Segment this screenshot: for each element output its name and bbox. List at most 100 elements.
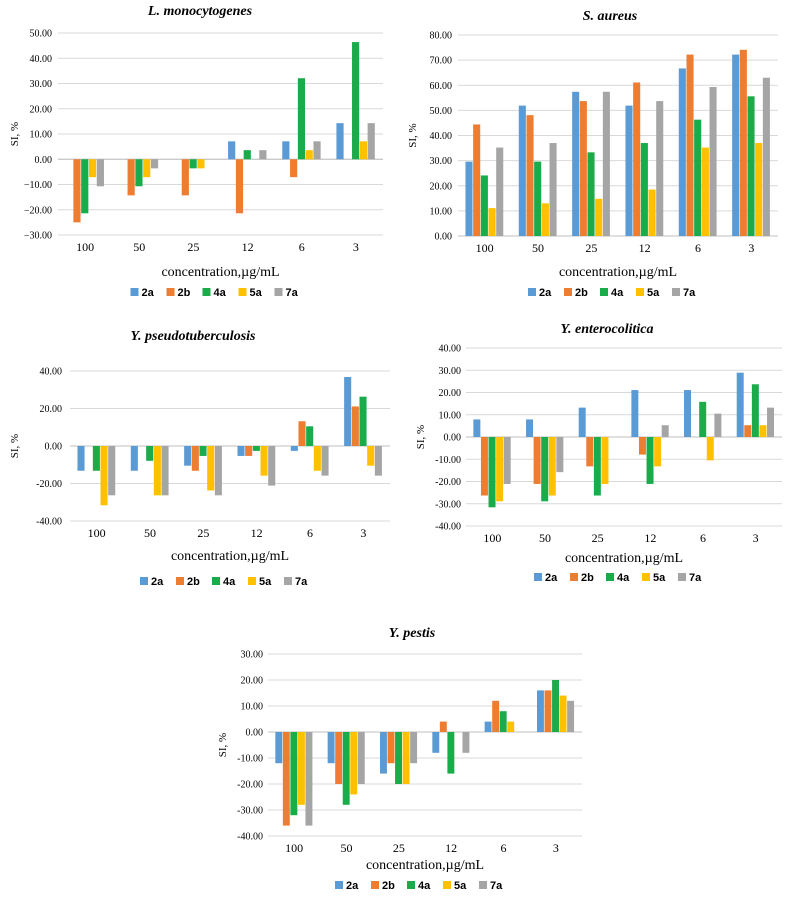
- y-tick-label: 20.00: [241, 676, 264, 687]
- chart-panel-1: L. monocytogenes −30.00 −20.00 −10.00 0.00 10…: [9, 4, 383, 299]
- y-axis-label: SI, %: [415, 425, 427, 449]
- bar-5a-25: [197, 159, 205, 169]
- bar-4a-12: [243, 150, 251, 160]
- bar-2a-6: [484, 721, 492, 732]
- bar-2b-12: [245, 446, 253, 456]
- bar-4a-3: [359, 396, 367, 446]
- bar-2a-25: [572, 91, 580, 236]
- y-tick-label: 30.00: [430, 156, 453, 167]
- bar-5a-50: [548, 437, 556, 496]
- chart-panel-3: Y. pseudotuberculosis -40.00 -20.00 0.00 20.…: [9, 329, 390, 588]
- y-tick-label: 0.00: [435, 232, 453, 243]
- legend-swatch-2b: [570, 573, 578, 581]
- chart-panel-2: S. aureus 0.00 10.00 20.00 30.00 40.00 50.00 60…: [407, 9, 778, 299]
- bar-4a-6: [699, 401, 707, 437]
- bar-2a-6: [684, 390, 692, 437]
- legend-swatch-5a: [642, 573, 650, 581]
- bar-2b-100: [73, 159, 81, 223]
- chart-panel-5: Y. pestis -40.00 -30.00 -20.00 -10.00 0.00 10.…: [217, 626, 582, 892]
- bar-7a-50: [161, 446, 169, 496]
- y-tick-label: -10.00: [237, 754, 263, 765]
- bar-2a-6: [282, 141, 290, 160]
- bar-2a-3: [536, 690, 544, 732]
- y-tick-label: 40.00: [439, 344, 462, 355]
- legend-label-2b: 2b: [575, 287, 588, 299]
- bar-2a-25: [578, 407, 586, 437]
- bar-7a-12: [661, 425, 669, 437]
- legend-swatch-5a: [443, 881, 451, 889]
- y-tick-label: 10.00: [439, 410, 462, 421]
- legend-label-2b: 2b: [581, 572, 594, 584]
- x-axis-label: concentration,µg/mL: [171, 549, 289, 564]
- bar-4a-3: [747, 96, 755, 236]
- bar-4a-50: [342, 732, 350, 805]
- bar-2a-100: [275, 732, 283, 764]
- bar-2b-50: [335, 732, 343, 784]
- y-tick-label: 50.00: [430, 106, 453, 117]
- x-tick-label: 50: [341, 841, 353, 855]
- x-tick-label: 6: [307, 526, 313, 540]
- chart-title: Y. enterocolitica: [560, 322, 653, 337]
- bar-5a-6: [706, 437, 714, 461]
- bar-7a-6: [313, 141, 321, 160]
- bar-5a-100: [88, 159, 97, 178]
- legend-swatch-7a: [672, 288, 680, 296]
- bar-7a-12: [268, 446, 276, 486]
- x-tick-label: 6: [695, 241, 701, 255]
- chart-title: S. aureus: [583, 9, 638, 24]
- bar-7a-100: [96, 159, 104, 187]
- y-tick-label: 0.00: [45, 442, 63, 453]
- bar-5a-100: [488, 208, 496, 236]
- legend-label-2b: 2b: [178, 287, 191, 299]
- bar-2a-3: [736, 372, 744, 437]
- y-axis-label: SI, %: [407, 123, 419, 147]
- bar-7a-3: [767, 407, 775, 437]
- x-tick-label: 50: [539, 531, 551, 545]
- legend-label-7a: 7a: [286, 287, 299, 299]
- y-axis-label: SI, %: [9, 122, 21, 146]
- y-tick-label: 30.00: [439, 366, 462, 377]
- bar-7a-50: [357, 732, 365, 784]
- bar-4a-6: [694, 119, 702, 236]
- legend-swatch-4a: [202, 288, 211, 296]
- x-tick-label: 6: [700, 531, 706, 545]
- bar-4a-25: [593, 437, 601, 496]
- bar-4a-100: [92, 446, 100, 471]
- legend-label-4a: 4a: [223, 576, 236, 588]
- y-tick-label: 0.00: [35, 155, 53, 166]
- legend-swatch-4a: [407, 881, 415, 889]
- bar-2b-6: [290, 159, 298, 178]
- legend-label-7a: 7a: [683, 287, 696, 299]
- bar-5a-25: [595, 198, 603, 236]
- x-tick-label: 50: [532, 241, 544, 255]
- bar-7a-100: [108, 446, 116, 496]
- x-tick-label: 25: [187, 240, 199, 254]
- bar-5a-12: [654, 437, 662, 467]
- x-tick-label: 3: [353, 240, 359, 254]
- bar-4a-100: [480, 175, 488, 236]
- x-tick-label: 25: [585, 241, 597, 255]
- bar-4a-12: [447, 732, 455, 774]
- legend-swatch-5a: [248, 577, 256, 585]
- y-tick-label: -10.00: [435, 455, 461, 466]
- bar-4a-50: [135, 159, 143, 187]
- bar-2b-100: [480, 437, 488, 496]
- x-tick-label: 50: [144, 526, 156, 540]
- y-tick-label: 10.00: [30, 130, 53, 141]
- legend-swatch-7a: [274, 288, 283, 296]
- x-tick-label: 100: [88, 526, 106, 540]
- legend-label-7a: 7a: [295, 576, 308, 588]
- x-tick-label: 12: [445, 841, 457, 855]
- y-tick-label: 40.00: [40, 367, 63, 378]
- legend-label-4a: 4a: [418, 880, 431, 892]
- x-tick-label: 6: [501, 841, 507, 855]
- bar-2a-50: [526, 419, 534, 437]
- x-tick-label: 12: [644, 531, 656, 545]
- legend-swatch-5a: [238, 288, 247, 296]
- bar-4a-50: [534, 161, 542, 236]
- bar-5a-50: [143, 159, 151, 178]
- bar-7a-6: [709, 87, 717, 236]
- legend-label-2a: 2a: [539, 287, 552, 299]
- y-tick-label: 30.00: [30, 79, 53, 90]
- legend-label-4a: 4a: [611, 287, 624, 299]
